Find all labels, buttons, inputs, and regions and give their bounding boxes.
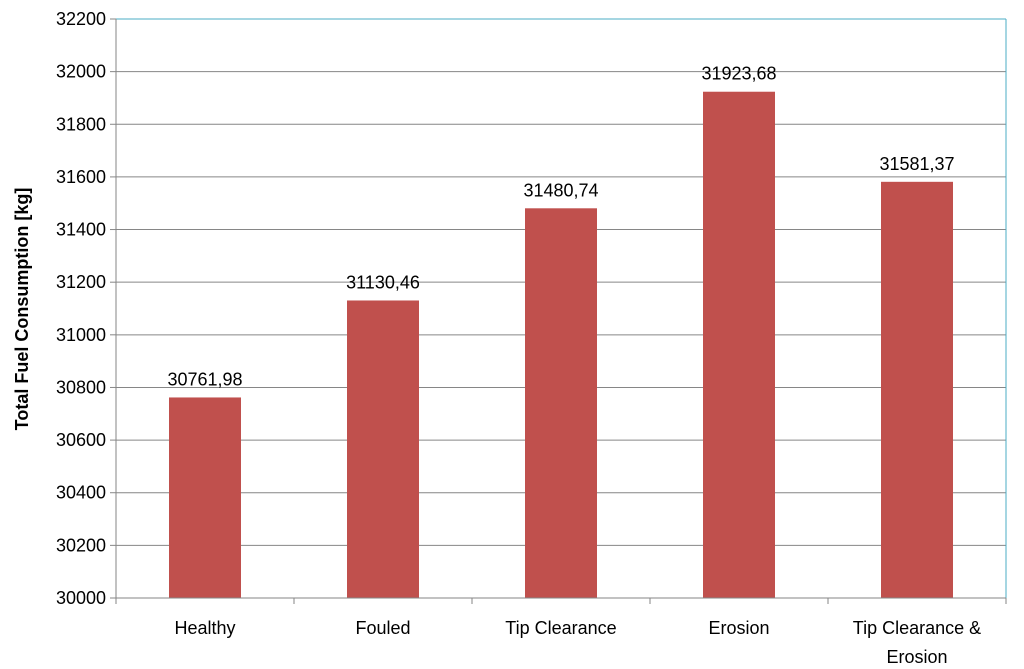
bars [169,91,953,599]
data-label-2: 31480,74 [523,180,598,200]
y-tick-label: 32000 [56,62,106,82]
x-tick-label-1: Fouled [355,618,410,638]
data-label-3: 31923,68 [701,64,776,84]
x-tick-label-line: Healthy [174,618,235,638]
bar-3 [703,91,775,598]
y-tick-label: 31400 [56,220,106,240]
bar-2 [525,208,597,599]
x-tick-label-line: Fouled [355,618,410,638]
x-tick-label-4: Tip Clearance & Erosion [853,618,981,667]
y-tick-label: 32200 [56,9,106,29]
x-tick-label-line: Erosion [708,618,769,638]
y-axis-ticks: 30000 30200 30400 30600 30800 31000 31200 31400… [56,9,116,608]
bar-4 [881,181,953,598]
data-label-0: 30761,98 [167,369,242,389]
x-tick-label-3: Erosion [708,618,769,638]
x-tick-label-line: Tip Clearance [505,618,616,638]
plot-frame [115,18,1007,599]
y-tick-label: 31600 [56,167,106,187]
y-tick-label: 30800 [56,377,106,397]
x-tick-label-0: Healthy [174,618,235,638]
x-tick-label-line: Tip Clearance & [853,618,981,638]
data-label-4: 31581,37 [879,154,954,174]
y-tick-label: 30000 [56,588,106,608]
y-tick-label: 30200 [56,535,106,555]
data-label-1: 31130,46 [346,272,420,292]
y-axis-title: Total Fuel Consumption [kg] [12,188,32,431]
y-tick-label: 31800 [56,114,106,134]
y-tick-label: 31000 [56,325,106,345]
bar-1 [347,300,419,598]
x-tick-label-2: Tip Clearance [505,618,616,638]
x-tick-label-line: Erosion [886,647,947,667]
x-axis-ticks: Healthy Fouled Tip Clearance Erosion Tip Cle… [115,598,1007,667]
y-tick-label: 30400 [56,483,106,503]
y-tick-label: 31200 [56,272,106,292]
data-labels: 30761,98 31130,46 31480,74 31923,68 31581,37 [167,64,954,390]
bar-0 [169,397,241,598]
y-tick-label: 30600 [56,430,106,450]
